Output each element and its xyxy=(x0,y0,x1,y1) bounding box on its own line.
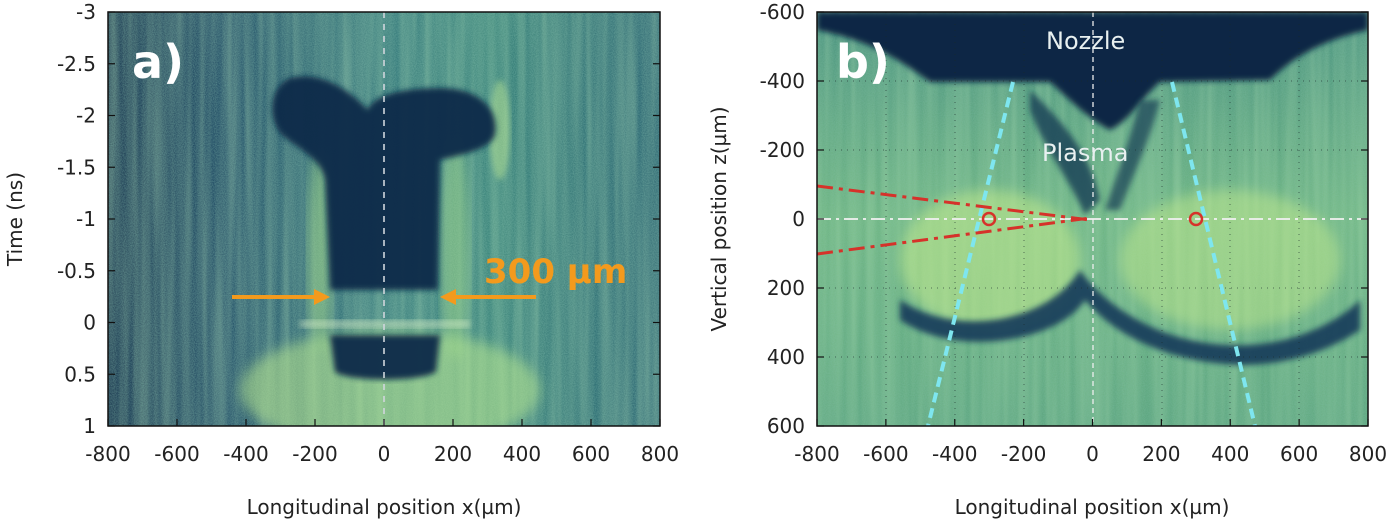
x-tick-label: -600 xyxy=(863,442,908,466)
y-tick-label: 400 xyxy=(767,345,805,369)
focus-marker-right xyxy=(1188,211,1204,227)
x-tick-label: -800 xyxy=(794,442,839,466)
y-tick-label: 0 xyxy=(792,207,805,231)
x-tick-label: -400 xyxy=(932,442,977,466)
y-tick-label: -200 xyxy=(760,138,805,162)
y-tick-label: -2 xyxy=(76,104,96,128)
y-tick-label: -600 xyxy=(760,0,805,24)
x-tick-label: 600 xyxy=(1280,442,1318,466)
panel-b-xlabel: Longitudinal position x(µm) xyxy=(955,495,1230,519)
y-tick-label: 0.5 xyxy=(64,362,96,386)
cone-line-right xyxy=(1170,81,1257,426)
y-tick-label: 200 xyxy=(767,276,805,300)
panel-label-a: a) xyxy=(132,35,184,89)
x-tick-label: 600 xyxy=(572,442,610,466)
y-tick-label: 1 xyxy=(83,414,96,438)
cone-line-left xyxy=(926,81,1015,426)
laser-line-upper xyxy=(817,184,1091,222)
y-tick-label: 600 xyxy=(767,414,805,438)
y-tick-label: -2.5 xyxy=(57,52,96,76)
x-tick-label: 200 xyxy=(1142,442,1180,466)
width-arrows xyxy=(232,289,536,305)
x-tick-label: 400 xyxy=(1211,442,1249,466)
x-tick-label: -400 xyxy=(223,442,268,466)
panel-label-b: b) xyxy=(836,35,890,89)
shockwave-band xyxy=(900,270,1360,365)
width-annotation: 300 µm xyxy=(484,252,627,292)
laser-line-lower xyxy=(817,216,1091,256)
x-tick-label: -600 xyxy=(154,442,199,466)
x-tick-label: 800 xyxy=(1349,442,1387,466)
panel-a-axes: -800 -600 -400 -200 0 200 400 600 800 -3 -2.5 -2 -1.… xyxy=(57,0,679,466)
x-tick-label: -200 xyxy=(1001,442,1046,466)
panel-b-axes: -800 -600 -400 -200 0 200 400 600 800 -600 -400 -20… xyxy=(760,0,1387,466)
x-tick-label: 200 xyxy=(434,442,472,466)
nozzle-label: Nozzle xyxy=(1046,27,1125,55)
y-tick-label: -0.5 xyxy=(57,259,96,283)
x-tick-label: 400 xyxy=(503,442,541,466)
x-tick-label: 800 xyxy=(641,442,679,466)
y-tick-label: -1.5 xyxy=(57,155,96,179)
x-tick-label: -200 xyxy=(292,442,337,466)
panel-b-ylabel: Vertical position z(µm) xyxy=(707,106,731,331)
x-tick-label: -800 xyxy=(85,442,130,466)
y-tick-label: -3 xyxy=(76,0,96,24)
y-tick-label: 0 xyxy=(83,311,96,335)
panel-a: 300 µm a) -800 -600 -400 -200 0 200 400 600 800-… xyxy=(3,0,679,519)
panel-a-ylabel: Time (ns) xyxy=(3,172,27,267)
y-tick-label: -1 xyxy=(76,207,96,231)
panel-b-image: Nozzle Plasma b) xyxy=(817,12,1368,426)
x-tick-label: 0 xyxy=(1086,442,1099,466)
y-tick-label: -400 xyxy=(760,69,805,93)
panel-a-xlabel: Longitudinal position x(µm) xyxy=(247,495,522,519)
plasma-label: Plasma xyxy=(1042,139,1128,167)
focus-marker-left xyxy=(981,211,997,227)
panel-a-image: 300 µm a) xyxy=(108,12,660,426)
panel-b: Nozzle Plasma b) -800 -600 -400 -200 0 200 400… xyxy=(707,0,1387,519)
x-tick-label: 0 xyxy=(378,442,391,466)
